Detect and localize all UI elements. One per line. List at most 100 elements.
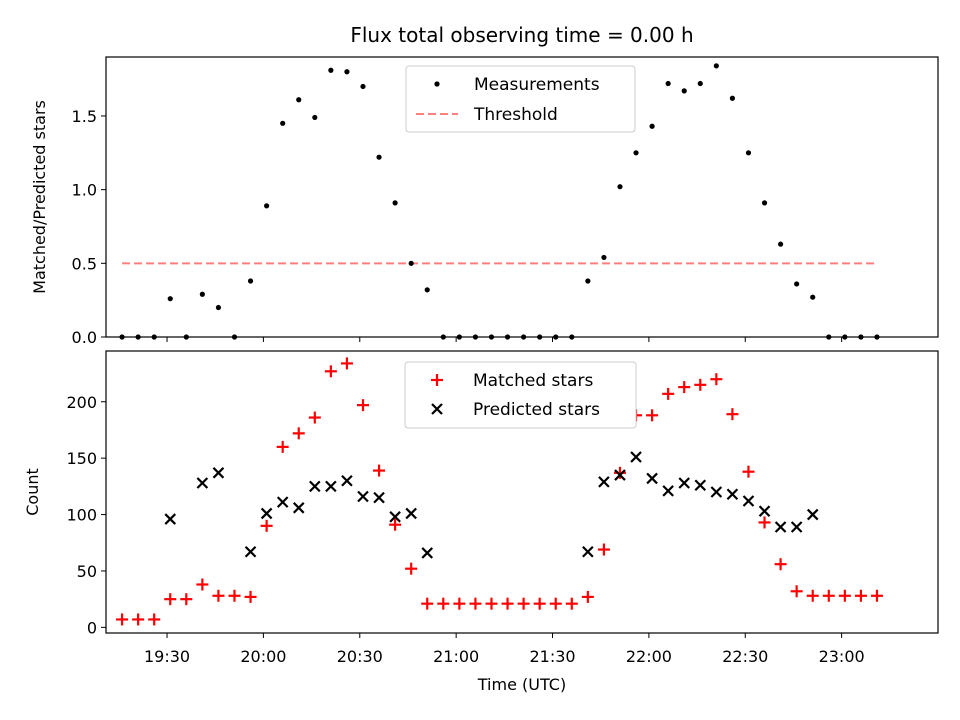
legend-measurements-marker <box>434 81 440 87</box>
predicted-point-13 <box>405 507 417 520</box>
predicted-point-3 <box>244 546 257 558</box>
matched-point-5 <box>196 578 209 591</box>
predicted-point-5 <box>276 496 289 508</box>
matched-point-14 <box>340 357 353 370</box>
matched-point-37 <box>710 373 723 386</box>
bottom-ytick-label-0: 0 <box>87 618 97 637</box>
top-ytick-label-3: 1.5 <box>72 107 97 126</box>
matched-point-17 <box>389 518 402 531</box>
legend-predicted-marker <box>431 403 443 415</box>
predicted-point-21 <box>678 477 691 489</box>
matched-point-28 <box>565 597 578 610</box>
predicted-point-23 <box>710 486 723 498</box>
predicted-point-8 <box>325 480 337 493</box>
bottom-panel: Count Time (UTC) 0 50 100 150 200 19:30 20:00… <box>23 350 939 694</box>
matched-point-36 <box>694 378 707 391</box>
matched-point-15 <box>356 399 369 412</box>
measurement-point-17 <box>392 200 398 206</box>
bottom-xlabel: Time (UTC) <box>477 675 566 694</box>
predicted-point-9 <box>341 474 353 487</box>
bottom-xtick-label-3: 21:00 <box>433 647 479 666</box>
predicted-point-14 <box>421 547 434 559</box>
legend-matched-label: Matched stars <box>473 371 593 391</box>
measurement-point-29 <box>585 278 591 284</box>
predicted-point-11 <box>373 491 385 504</box>
matched-point-7 <box>228 589 241 602</box>
predicted-point-17 <box>614 469 626 481</box>
matched-point-0 <box>116 613 129 626</box>
matched-point-38 <box>726 408 739 421</box>
bottom-legend: Matched stars Predicted stars <box>404 361 637 429</box>
bottom-xtick-label-4: 21:30 <box>529 647 575 666</box>
top-legend-box <box>405 65 636 133</box>
matched-point-30 <box>597 543 610 556</box>
matched-point-45 <box>838 589 851 602</box>
matched-point-16 <box>373 464 386 477</box>
matched-point-22 <box>469 597 482 610</box>
predicted-point-10 <box>357 490 369 503</box>
matched-point-46 <box>854 589 867 602</box>
matched-point-12 <box>308 411 321 424</box>
measurement-point-31 <box>617 184 623 190</box>
bottom-xtick-label-0: 19:30 <box>144 647 190 666</box>
measurement-point-43 <box>810 294 816 300</box>
bottom-ytick-label-3: 150 <box>66 449 97 468</box>
bottom-ytick-label-1: 50 <box>77 562 97 581</box>
predicted-point-18 <box>630 451 642 463</box>
legend-predicted-label: Predicted stars <box>473 400 600 420</box>
measurement-point-39 <box>745 150 752 156</box>
matched-point-2 <box>148 613 161 626</box>
bottom-ylabel: Count <box>23 468 42 516</box>
measurement-point-41 <box>777 241 784 247</box>
bottom-xtick-label-6: 22:30 <box>722 647 768 666</box>
measurement-point-30 <box>601 254 607 261</box>
predicted-point-4 <box>260 507 273 520</box>
measurement-point-12 <box>312 114 318 121</box>
measurement-point-42 <box>794 281 800 287</box>
measurement-point-35 <box>681 88 687 94</box>
matched-point-8 <box>244 590 257 603</box>
measurement-point-18 <box>408 260 414 266</box>
matched-point-43 <box>806 589 819 602</box>
measurement-point-15 <box>360 83 366 90</box>
predicted-point-12 <box>389 511 401 523</box>
measurement-point-8 <box>247 278 254 284</box>
predicted-point-0 <box>164 513 177 525</box>
predicted-point-24 <box>726 488 739 501</box>
measurement-point-6 <box>215 304 222 311</box>
matched-point-10 <box>276 440 289 453</box>
matched-point-25 <box>517 597 530 610</box>
top-ytick-label-1: 0.5 <box>72 254 97 273</box>
top-ytick-label-0: 0.0 <box>72 328 97 347</box>
matched-point-9 <box>260 519 273 532</box>
predicted-point-27 <box>774 521 787 533</box>
matched-point-31 <box>613 466 626 479</box>
predicted-point-29 <box>806 508 819 521</box>
predicted-point-7 <box>309 480 321 493</box>
matched-point-42 <box>790 585 803 598</box>
matched-point-6 <box>212 589 225 602</box>
matched-point-24 <box>501 597 514 610</box>
matched-point-19 <box>421 597 434 610</box>
matched-point-29 <box>581 590 594 603</box>
matched-point-3 <box>164 593 177 606</box>
predicted-point-1 <box>196 477 209 489</box>
measurement-point-5 <box>199 291 205 297</box>
measurement-point-3 <box>167 296 173 302</box>
matched-point-47 <box>870 589 883 602</box>
matched-point-18 <box>405 562 418 575</box>
matched-point-27 <box>549 597 562 610</box>
legend-threshold-label: Threshold <box>473 105 558 125</box>
legend-matched-marker <box>431 374 443 386</box>
bottom-xtick-label-5: 22:00 <box>626 647 672 666</box>
legend-measurements-label: Measurements <box>474 75 600 95</box>
matched-point-40 <box>758 516 771 529</box>
measurement-point-37 <box>713 63 719 69</box>
predicted-point-19 <box>646 472 658 485</box>
predicted-point-15 <box>582 546 594 558</box>
matched-point-26 <box>533 597 546 610</box>
measurement-point-10 <box>280 120 286 126</box>
matched-point-4 <box>180 593 193 606</box>
top-ytick-label-2: 1.0 <box>72 181 97 200</box>
